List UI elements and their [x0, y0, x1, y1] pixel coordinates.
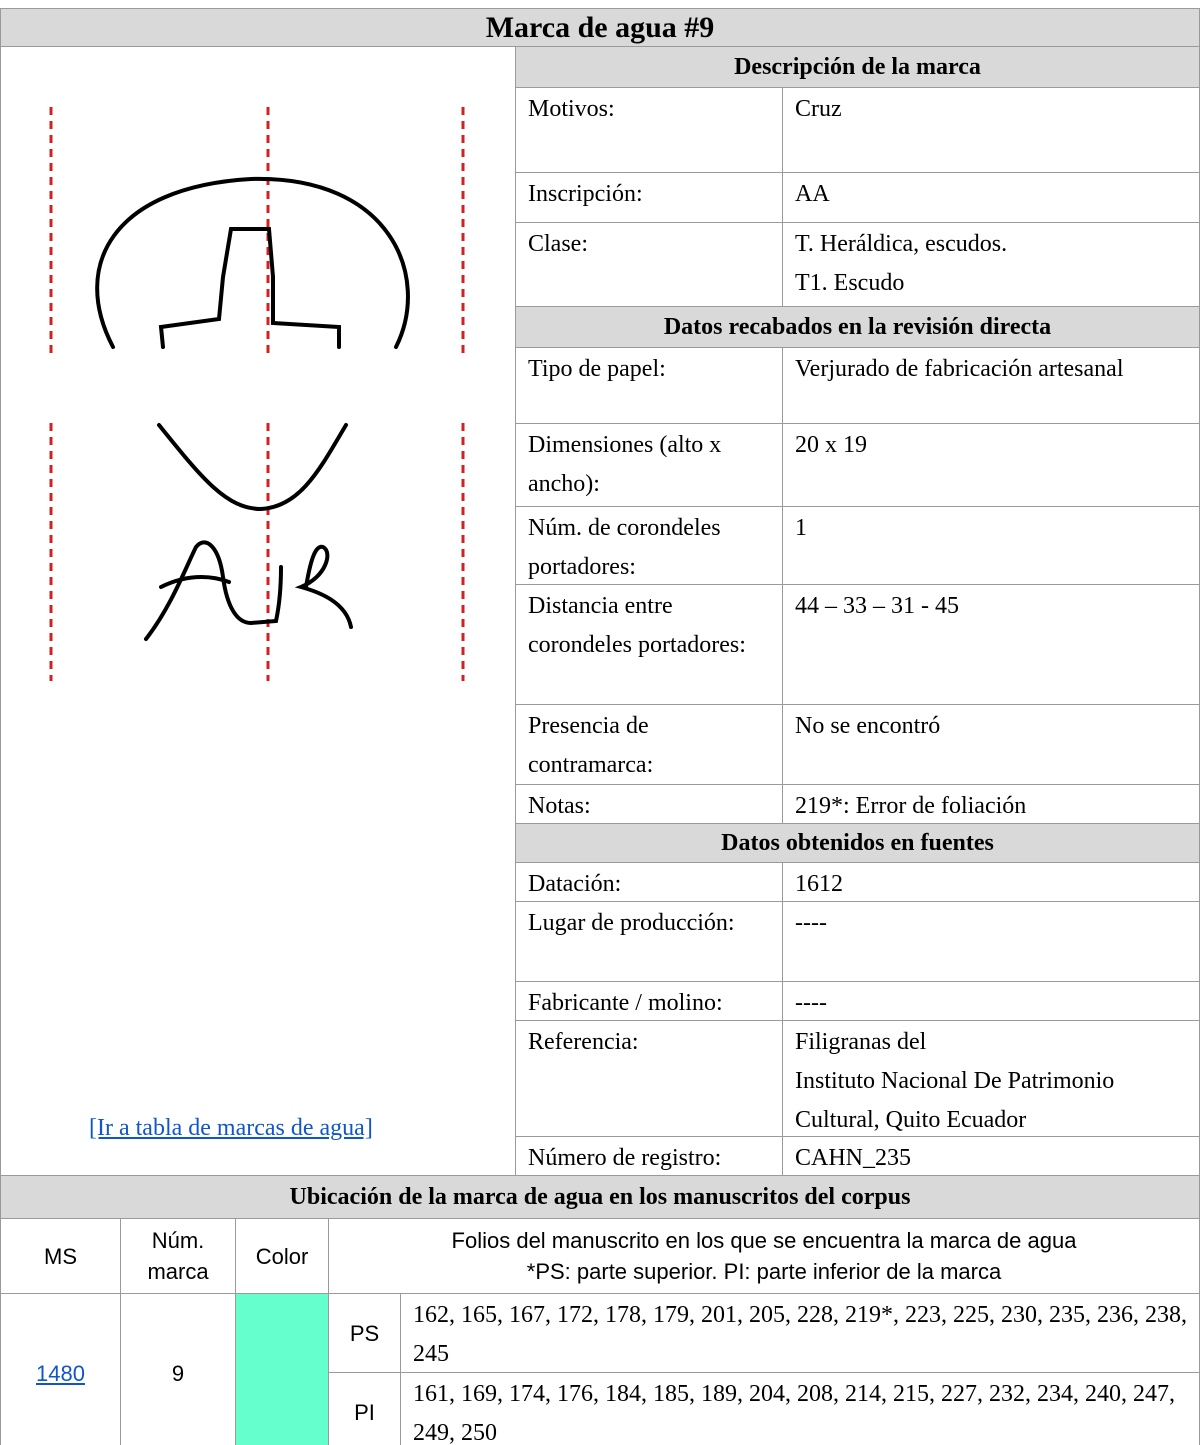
watermark-drawing	[49, 107, 465, 681]
folios: 161, 169, 174, 176, 184, 185, 189, 204, …	[400, 1372, 1200, 1445]
column-header: MS	[0, 1218, 121, 1294]
part-label: PS	[328, 1293, 401, 1373]
field-value: ----	[782, 981, 1200, 1021]
field-value-line: T. Heráldica, escudos.	[795, 231, 1008, 257]
field-label: Distancia entre corondeles portadores:	[515, 584, 783, 705]
field-label: Tipo de papel:	[515, 347, 783, 424]
field-value-line: 1	[795, 515, 807, 541]
field-value-line: AA	[795, 181, 830, 207]
page-title: Marca de agua #9	[0, 8, 1200, 47]
location-heading: Ubicación de la marca de agua en los man…	[0, 1175, 1200, 1219]
field-value: T. Heráldica, escudos. T1. Escudo	[782, 222, 1200, 307]
image-cell: [Ir a tabla de marcas de agua]	[0, 46, 516, 1176]
field-value: 20 x 19	[782, 423, 1200, 507]
field-value: Filigranas del Instituto Nacional De Patr…	[782, 1020, 1200, 1137]
field-value-line: Filigranas del	[795, 1029, 927, 1055]
field-value-line: No se encontró	[795, 713, 941, 739]
mark-number: 9	[120, 1293, 236, 1445]
section-heading: Datos obtenidos en fuentes	[515, 823, 1200, 863]
field-label: Fabricante / molino:	[515, 981, 783, 1021]
field-label: Núm. de corondeles portadores:	[515, 506, 783, 585]
field-value: 219*: Error de foliación	[782, 784, 1200, 824]
field-value: AA	[782, 172, 1200, 223]
field-label: Notas:	[515, 784, 783, 824]
part-label: PI	[328, 1372, 401, 1445]
field-label: Dimensiones (alto x ancho):	[515, 423, 783, 507]
column-header: Color	[235, 1218, 329, 1294]
field-value: 1612	[782, 862, 1200, 902]
table-link[interactable]: [Ir a tabla de marcas de agua]	[89, 1115, 373, 1141]
field-value: Verjurado de fabricación artesanal	[782, 347, 1200, 424]
field-value-line: Instituto Nacional De Patrimonio Cultura…	[795, 1068, 1115, 1133]
field-value-line: ----	[795, 990, 827, 1016]
field-label: Motivos:	[515, 87, 783, 173]
field-value-line: T1. Escudo	[795, 270, 905, 296]
section-heading: Descripción de la marca	[515, 46, 1200, 88]
section-heading: Datos recabados en la revisión directa	[515, 306, 1200, 348]
column-header: Folios del manuscrito en los que se encu…	[328, 1218, 1200, 1294]
field-label: Presencia de contramarca:	[515, 704, 783, 785]
field-label: Lugar de producción:	[515, 901, 783, 982]
field-value-line: 20 x 19	[795, 432, 867, 458]
field-value-line: ----	[795, 910, 827, 936]
field-label: Datación:	[515, 862, 783, 902]
field-value: 44 – 33 – 31 - 45	[782, 584, 1200, 705]
field-value-line: CAHN_235	[795, 1145, 912, 1171]
field-label: Inscripción:	[515, 172, 783, 223]
field-label: Número de registro:	[515, 1136, 783, 1176]
color-swatch	[235, 1293, 329, 1445]
field-value: Cruz	[782, 87, 1200, 173]
ms-cell: 1480	[0, 1293, 121, 1445]
field-label: Referencia:	[515, 1020, 783, 1137]
field-value: No se encontró	[782, 704, 1200, 785]
field-value: CAHN_235	[782, 1136, 1200, 1176]
column-header: Núm. marca	[120, 1218, 236, 1294]
field-value: ----	[782, 901, 1200, 982]
column-header-line: *PS: parte superior. PI: parte inferior …	[526, 1259, 1002, 1284]
field-value-line: 1612	[795, 871, 843, 897]
folios: 162, 165, 167, 172, 178, 179, 201, 205, …	[400, 1293, 1200, 1373]
field-value-line: Cruz	[795, 96, 842, 122]
field-value-line: 219*: Error de foliación	[795, 793, 1027, 819]
field-value: 1	[782, 506, 1200, 585]
field-label: Clase:	[515, 222, 783, 307]
column-header-line: Folios del manuscrito en los que se encu…	[451, 1228, 1077, 1253]
field-value-line: 44 – 33 – 31 - 45	[795, 593, 959, 619]
ms-link[interactable]: 1480	[36, 1360, 85, 1386]
field-value-line: Verjurado de fabricación artesanal	[795, 356, 1124, 382]
